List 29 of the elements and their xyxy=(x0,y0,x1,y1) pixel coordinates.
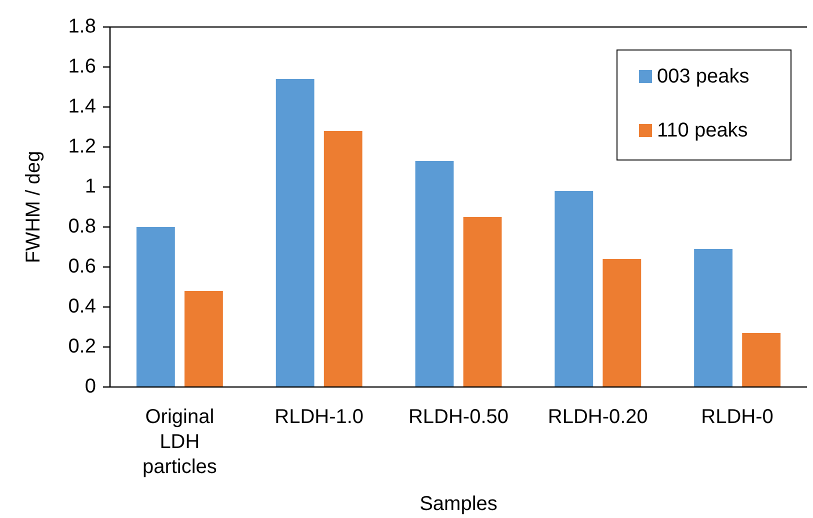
bar xyxy=(602,259,642,387)
bar xyxy=(276,79,314,387)
x-tick-label: RLDH-0.20 xyxy=(548,406,648,428)
y-tick-label: 1.6 xyxy=(68,55,96,78)
bar xyxy=(463,217,502,387)
y-tick-label: 0 xyxy=(84,375,96,398)
bar xyxy=(324,131,362,387)
y-tick-label: 1.2 xyxy=(68,135,96,158)
legend-label: 003 peaks xyxy=(657,65,750,88)
x-tick-label: RLDH-0.50 xyxy=(408,406,509,428)
bar xyxy=(184,291,223,387)
legend-label: 110 peaks xyxy=(657,119,748,142)
x-tick-label: RLDH-1.0 xyxy=(274,406,364,428)
y-tick-label: 0.8 xyxy=(68,215,96,238)
y-tick-label: 1 xyxy=(84,175,96,198)
bar xyxy=(554,191,594,387)
bar xyxy=(742,333,781,387)
y-tick-label: 1.4 xyxy=(68,95,96,118)
bar xyxy=(694,249,732,387)
bar xyxy=(415,161,454,387)
y-tick-label: 0.6 xyxy=(68,255,96,278)
y-axis-title: FWHM / deg xyxy=(22,150,44,264)
y-tick-label: 0.2 xyxy=(68,335,96,358)
x-tick-label: RLDH-0 xyxy=(701,406,774,428)
x-axis-title: Samples xyxy=(420,493,498,515)
bar xyxy=(136,227,175,387)
y-tick-label: 0.4 xyxy=(68,295,96,318)
y-tick-label: 1.8 xyxy=(68,15,96,38)
x-tick-label: Original LDH particles xyxy=(142,406,217,478)
